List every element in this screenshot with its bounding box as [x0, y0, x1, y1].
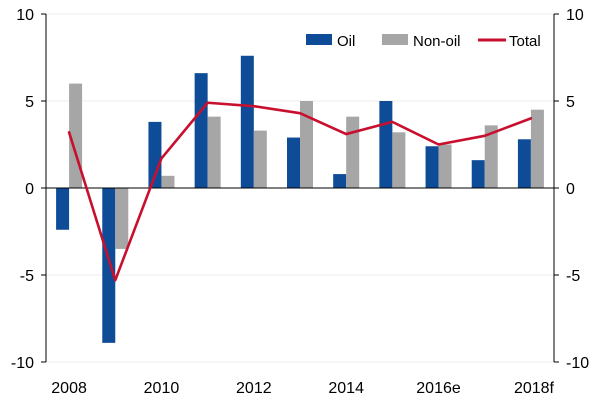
y-axis-right-ticks: -10 -5 0 5 10 [554, 7, 589, 372]
bar-oil [194, 73, 208, 188]
y-tick-label: -5 [20, 268, 34, 285]
y-tick-label: -10 [566, 355, 589, 372]
bar-non-oil [530, 109, 544, 188]
bar-oil [471, 160, 485, 188]
bars [56, 55, 544, 343]
y-tick-label: 10 [16, 7, 34, 24]
y-axis-left-ticks: -10 -5 0 5 10 [11, 7, 46, 372]
bar-oil [379, 101, 393, 188]
y-tick-label: 10 [566, 7, 584, 24]
y-tick-label: -10 [11, 355, 34, 372]
bar-non-oil [300, 101, 313, 188]
bar-oil [102, 188, 116, 343]
series-lines [67, 101, 533, 282]
y-tick-label: 5 [566, 94, 575, 111]
bar-non-oil [484, 125, 498, 188]
x-tick-label: 2014 [328, 380, 364, 397]
bar-oil [240, 55, 254, 189]
legend-swatch-non-oil [382, 34, 408, 45]
x-axis-ticks: 2008 2010 2012 2014 2016e 2018f [51, 380, 554, 397]
x-tick-label: 2018f [514, 380, 555, 397]
bar-oil [56, 188, 70, 230]
bar-oil [425, 146, 439, 188]
x-tick-label: 2010 [144, 380, 180, 397]
series-line-total [67, 101, 533, 282]
bar-oil [333, 174, 347, 188]
bar-non-oil [161, 175, 175, 188]
y-tick-label: 0 [566, 181, 575, 198]
bar-non-oil [346, 116, 360, 188]
bar-oil [287, 137, 300, 188]
y-tick-label: -5 [566, 268, 580, 285]
legend: Oil Non-oil Total [306, 33, 541, 50]
bar-oil [148, 121, 162, 188]
x-tick-label: 2008 [51, 380, 87, 397]
y-tick-label: 5 [25, 94, 34, 111]
legend-label-oil: Oil [337, 33, 355, 50]
legend-swatch-oil [306, 34, 332, 45]
legend-label-non-oil: Non-oil [413, 33, 461, 50]
bar-non-oil [392, 132, 406, 188]
bar-non-oil [115, 188, 129, 249]
bar-oil [517, 139, 531, 188]
bar-non-oil [253, 130, 267, 188]
y-tick-label: 0 [25, 181, 34, 198]
bar-non-oil [438, 144, 452, 188]
x-tick-label: 2012 [236, 380, 272, 397]
x-tick-label: 2016e [416, 380, 461, 397]
bar-non-oil [207, 116, 221, 188]
legend-label-total: Total [509, 33, 541, 50]
